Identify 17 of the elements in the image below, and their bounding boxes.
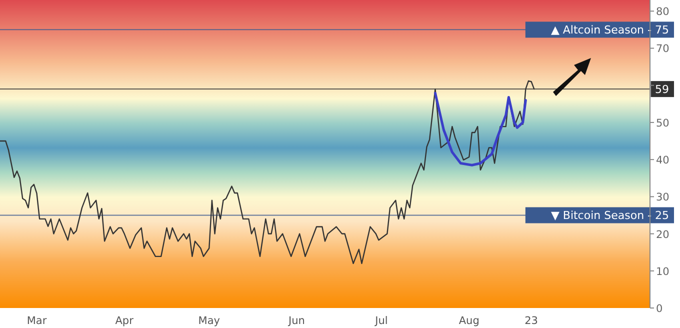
y-tick-label: 30 [656, 192, 670, 204]
x-tick-label: Mar [26, 315, 48, 327]
y-tick-label: 70 [656, 43, 670, 56]
x-tick-label: Aug [458, 315, 480, 327]
y-tick-label: 0 [656, 303, 663, 315]
y-tick-label: 50 [656, 117, 670, 130]
x-tick-label: Apr [115, 315, 134, 327]
x-tick-label: Jul [374, 315, 388, 327]
x-tick-label: Jun [288, 315, 305, 327]
x-tick-label: 23 [524, 315, 538, 327]
y-tick-label: 80 [656, 6, 670, 18]
ref-line-label: 59 [655, 83, 669, 96]
line-series [434, 92, 527, 166]
y-tick-label: 20 [656, 228, 670, 241]
y-tick-label: 40 [656, 154, 670, 167]
x-tick-label: May [198, 315, 220, 327]
y-tick-label: 10 [656, 266, 670, 278]
